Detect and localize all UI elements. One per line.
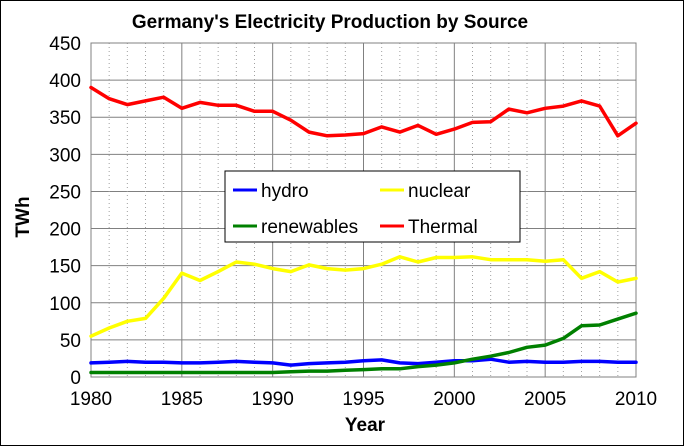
series-line-hydro [89,357,638,367]
y-tick-label: 250 [49,182,81,203]
y-tick-label: 400 [49,71,81,92]
y-tick-label: 0 [70,368,81,389]
x-axis-label: Year [345,415,386,436]
series-line-renewables [89,311,638,375]
x-tick-label: 1985 [161,389,203,410]
x-axis-ticks: 1980 1985 1990 1995 2000 2005 2010 [70,389,657,410]
y-axis-label: TWh [13,196,34,237]
legend-label-hydro: hydro [261,181,309,202]
x-tick-label: 1995 [342,389,384,410]
legend-box [224,170,521,243]
x-tick-label: 1980 [70,389,112,410]
series-line-nuclear [89,255,638,338]
legend-label-thermal: Thermal [408,217,478,238]
plot-area [90,42,637,378]
y-tick-label: 300 [49,145,81,166]
x-tick-label: 2010 [615,389,657,410]
x-tick-label: 2000 [433,389,475,410]
series-line-thermal [89,85,638,138]
legend-label-nuclear: nuclear [408,181,471,202]
y-axis-ticks: 0 50 100 150 200 250 300 350 400 450 [49,34,81,389]
y-tick-label: 50 [60,331,81,352]
y-tick-label: 150 [49,257,81,278]
y-tick-label: 450 [49,34,81,55]
x-tick-label: 2005 [524,389,566,410]
x-tick-label: 1990 [252,389,294,410]
y-tick-label: 100 [49,294,81,315]
series-group [89,85,638,375]
y-tick-label: 350 [49,108,81,129]
chart-title: Germany's Electricity Production by Sour… [132,12,528,33]
y-tick-label: 200 [49,220,81,241]
legend-label-renewables: renewables [261,217,358,238]
legend: hydro nuclear renewables Thermal [224,170,521,243]
